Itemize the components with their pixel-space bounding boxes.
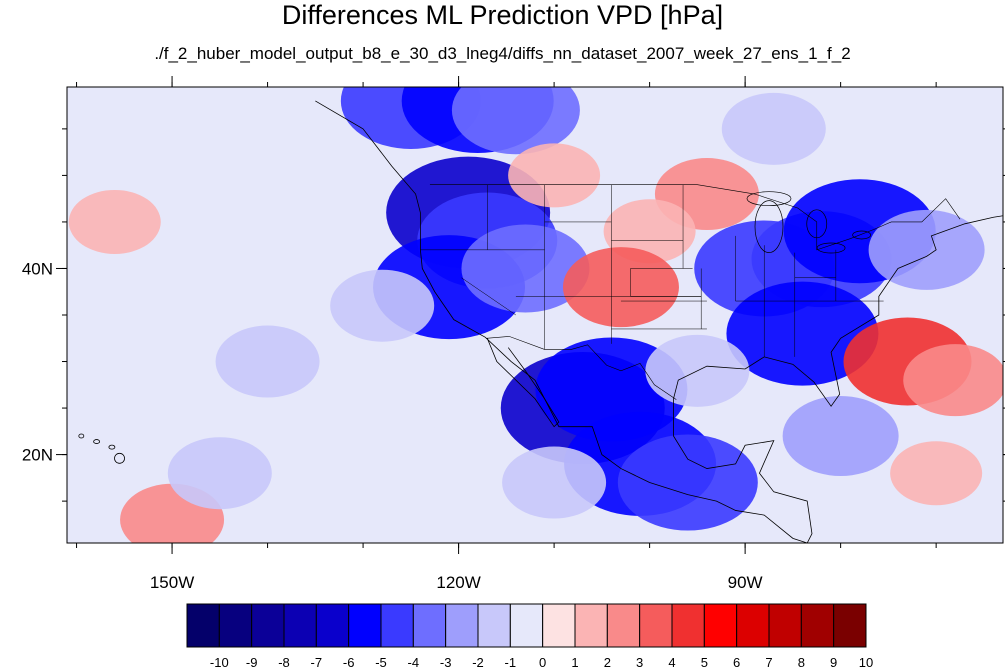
contour-region: [890, 441, 983, 506]
axis-ticks: 150W 120W 90W 40N 20N: [22, 76, 1005, 592]
colorbar-label: 8: [798, 655, 805, 670]
colorbar-label: 5: [701, 655, 708, 670]
coastline: [315, 100, 1003, 543]
contour-region: [167, 437, 272, 510]
colorbar-swatch: [833, 603, 867, 648]
great-lake: [852, 230, 871, 240]
colorbar-label: 6: [733, 655, 740, 670]
colorbar-label: 9: [830, 655, 837, 670]
colorbar-label: -10: [210, 655, 229, 670]
colorbar-swatch: [186, 603, 220, 648]
contour-region: [903, 344, 1003, 417]
colorbar-swatch: [380, 603, 414, 648]
contour-region: [412, 422, 505, 487]
great-lake: [746, 191, 792, 207]
contour-region: [215, 325, 320, 398]
colorbar-label: 10: [859, 655, 873, 670]
great-lake: [816, 242, 846, 254]
lat-tick-label: 40N: [22, 259, 53, 278]
colorbar-label: 7: [765, 655, 772, 670]
contour-region: [617, 434, 758, 531]
colorbar-swatch: [218, 603, 253, 648]
colorbar-swatch: [477, 603, 511, 648]
colorbar-swatch: [251, 603, 285, 648]
colorbar-label: -4: [408, 655, 420, 670]
colorbar-swatch: [542, 603, 576, 648]
us-canada-border: [429, 184, 961, 251]
hawaii-island: [93, 439, 101, 444]
colorbar-label: -9: [246, 655, 258, 670]
colorbar-swatch: [412, 603, 447, 648]
contour-region: [68, 189, 161, 254]
colorbar-swatch: [315, 603, 350, 648]
colorbar-swatch: [574, 603, 608, 648]
contour-region: [842, 96, 935, 161]
plot-title: Differences ML Prediction VPD [hPa]: [281, 0, 724, 30]
colorbar-swatch: [703, 603, 738, 648]
contour-region: [782, 395, 899, 476]
great-lake: [754, 200, 784, 253]
hawaii-island: [108, 444, 116, 450]
colorbar-label: -8: [278, 655, 290, 670]
colorbar-swatch: [283, 603, 317, 648]
colorbar-swatch: [671, 603, 705, 648]
colorbar-label: 1: [571, 655, 578, 670]
coastline-layer: [78, 100, 1003, 543]
colorbar: -10 -9 -8 -7 -6 -5 -4 -3 -2 -1 0 1 2 3 4 5 6 7 8 9 10: [186, 603, 873, 670]
contour-region: [502, 446, 607, 519]
contour-region: [868, 209, 985, 290]
colorbar-label: -2: [472, 655, 484, 670]
state-border: [461, 277, 517, 316]
us-mexico-border: [486, 336, 677, 400]
colorbar-label: 3: [636, 655, 643, 670]
baja-coast: [486, 338, 560, 428]
colorbar-label: 0: [539, 655, 546, 670]
contour-region: [603, 199, 696, 264]
lon-tick-label: 150W: [150, 573, 194, 592]
lon-tick-label: 90W: [728, 573, 763, 592]
colorbar-swatch: [606, 603, 641, 648]
colorbar-label: 4: [668, 655, 675, 670]
colorbar-swatch: [768, 603, 802, 648]
hawaii-island: [78, 433, 85, 439]
plot-subtitle: ./f_2_huber_model_output_b8_e_30_d3_lneg…: [154, 44, 851, 63]
colorbar-label: 2: [604, 655, 611, 670]
colorbar-label: -3: [440, 655, 452, 670]
colorbar-swatch: [800, 603, 835, 648]
colorbar-swatch: [509, 603, 544, 648]
colorbar-swatch: [736, 603, 770, 648]
colorbar-swatch: [348, 603, 382, 648]
lat-tick-label: 20N: [22, 446, 53, 465]
colorbar-swatch: [445, 603, 479, 648]
lon-tick-label: 120W: [436, 573, 480, 592]
hawaii-island: [114, 452, 125, 464]
colorbar-label: -7: [311, 655, 323, 670]
colorbar-swatch: [639, 603, 673, 648]
colorbar-label: -1: [505, 655, 517, 670]
contour-region: [461, 224, 590, 313]
contour-region: [721, 92, 826, 165]
colorbar-label: -5: [375, 655, 387, 670]
contour-region: [451, 87, 580, 155]
contour-region: [330, 269, 435, 342]
contour-region: [562, 247, 679, 328]
contour-region: [508, 143, 601, 208]
colorbar-label: -6: [343, 655, 355, 670]
